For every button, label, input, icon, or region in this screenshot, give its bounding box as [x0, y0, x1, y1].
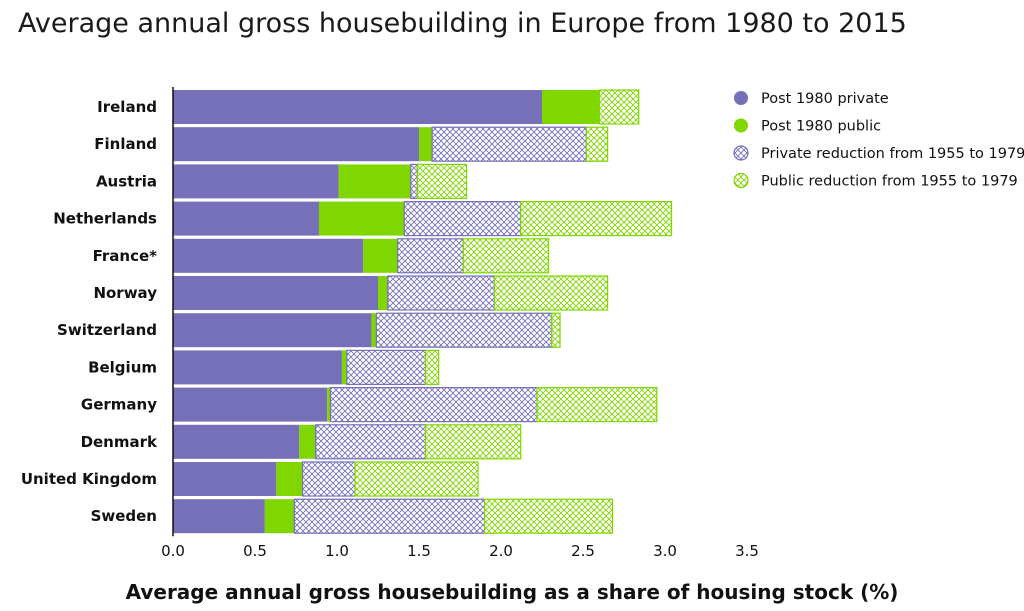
- bar-belgium-post-1980-public: [341, 350, 347, 385]
- bar-switzerland-post-1980-private: [173, 313, 372, 348]
- legend-label: Post 1980 public: [761, 119, 881, 135]
- bar-switzerland-public-reduction-from-1955-to-1979: [551, 312, 561, 348]
- bar-france-post-1980-public: [363, 238, 398, 273]
- bar-sweden-public-reduction-from-1955-to-1979: [484, 498, 614, 534]
- bar-netherlands-public-reduction-from-1955-to-1979: [520, 201, 673, 237]
- bar-norway-post-1980-public: [378, 276, 388, 310]
- bar-finland-public-reduction-from-1955-to-1979: [585, 126, 609, 162]
- bar-germany-post-1980-private: [173, 387, 328, 422]
- legend-label: Post 1980 private: [761, 91, 889, 107]
- legend: Post 1980 private Post 1980 public Private…: [733, 91, 1024, 190]
- legend-swatch-public-reduction-from-1955-to-1979: [733, 172, 749, 189]
- bar-denmark-private-reduction-from-1955-to-1979: [315, 424, 427, 460]
- bar-netherlands-post-1980-public: [318, 201, 405, 236]
- category-label: United Kingdom: [21, 470, 157, 488]
- bar-france-private-reduction-from-1955-to-1979: [397, 238, 464, 274]
- category-label: Finland: [94, 135, 157, 153]
- bar-netherlands-private-reduction-from-1955-to-1979: [403, 201, 522, 237]
- bars-layer: [173, 89, 673, 534]
- bar-denmark-public-reduction-from-1955-to-1979: [424, 424, 522, 460]
- x-tick-label: 2.5: [571, 542, 595, 560]
- category-label: France*: [93, 247, 158, 265]
- category-label: Switzerland: [57, 321, 157, 339]
- x-axis: 0.0 0.5 1.0 1.5 2.0 2.5 3.0 3.5: [161, 87, 759, 560]
- bar-germany-post-1980-public: [327, 387, 331, 422]
- x-tick-label: 0.0: [161, 542, 185, 560]
- bar-ireland-post-1980-private: [173, 90, 542, 124]
- bar-austria-private-reduction-from-1955-to-1979: [410, 163, 418, 199]
- chart-title: Average annual gross housebuilding in Eu…: [18, 8, 907, 39]
- bar-germany-private-reduction-from-1955-to-1979: [329, 387, 538, 423]
- category-label: Belgium: [88, 358, 157, 376]
- category-label: Ireland: [97, 98, 157, 116]
- bar-norway-private-reduction-from-1955-to-1979: [387, 275, 496, 311]
- bar-france-post-1980-private: [173, 238, 364, 273]
- category-label: Netherlands: [53, 210, 157, 228]
- bar-austria-post-1980-private: [173, 164, 339, 199]
- x-tick-label: 1.0: [325, 542, 349, 560]
- x-tick-label: 2.0: [489, 542, 513, 560]
- category-label: Germany: [81, 396, 157, 414]
- bar-finland-post-1980-private: [173, 127, 419, 162]
- category-labels: Ireland Finland Austria Netherlands France* N…: [21, 98, 158, 525]
- x-tick-label: 3.0: [653, 542, 677, 560]
- category-label: Sweden: [91, 507, 157, 525]
- bar-denmark-post-1980-public: [299, 424, 316, 459]
- category-label: Denmark: [81, 433, 158, 451]
- legend-label: Public reduction from 1955 to 1979: [761, 174, 1018, 190]
- bar-belgium-post-1980-private: [173, 350, 342, 385]
- legend-swatch-post-1980-private: [734, 91, 748, 105]
- bar-austria-public-reduction-from-1955-to-1979: [416, 163, 468, 199]
- bar-norway-public-reduction-from-1955-to-1979: [493, 275, 609, 311]
- legend-label: Private reduction from 1955 to 1979: [761, 146, 1024, 162]
- bar-sweden-post-1980-private: [173, 499, 265, 534]
- legend-swatch-post-1980-public: [734, 118, 748, 133]
- bar-belgium-private-reduction-from-1955-to-1979: [346, 349, 427, 385]
- bar-switzerland-private-reduction-from-1955-to-1979: [375, 312, 553, 348]
- category-label: Austria: [96, 172, 157, 190]
- bar-austria-post-1980-public: [338, 164, 411, 199]
- bar-germany-public-reduction-from-1955-to-1979: [536, 387, 658, 423]
- bar-sweden-private-reduction-from-1955-to-1979: [293, 498, 486, 534]
- bar-united-kingdom-public-reduction-from-1955-to-1979: [354, 461, 479, 497]
- x-tick-label: 1.5: [407, 542, 431, 560]
- bar-ireland-post-1980-public: [542, 90, 600, 124]
- bar-ireland-public-reduction-from-1955-to-1979: [598, 89, 640, 125]
- x-tick-label: 3.5: [735, 542, 759, 560]
- x-tick-label: 0.5: [243, 542, 267, 560]
- bar-netherlands-post-1980-private: [173, 201, 319, 236]
- bar-united-kingdom-post-1980-private: [173, 462, 277, 496]
- bar-finland-private-reduction-from-1955-to-1979: [431, 126, 587, 162]
- bar-united-kingdom-post-1980-public: [276, 462, 303, 496]
- bar-sweden-post-1980-public: [264, 499, 295, 534]
- bar-united-kingdom-private-reduction-from-1955-to-1979: [301, 461, 356, 497]
- bar-norway-post-1980-private: [173, 276, 378, 310]
- bar-switzerland-post-1980-public: [371, 313, 377, 348]
- bar-denmark-post-1980-private: [173, 424, 300, 459]
- bar-finland-post-1980-public: [419, 127, 433, 162]
- bar-france-public-reduction-from-1955-to-1979: [462, 238, 550, 274]
- x-axis-title: Average annual gross housebuilding as a …: [126, 580, 899, 604]
- category-label: Norway: [93, 284, 157, 302]
- legend-swatch-private-reduction-from-1955-to-1979: [733, 145, 749, 161]
- bar-belgium-public-reduction-from-1955-to-1979: [424, 349, 440, 385]
